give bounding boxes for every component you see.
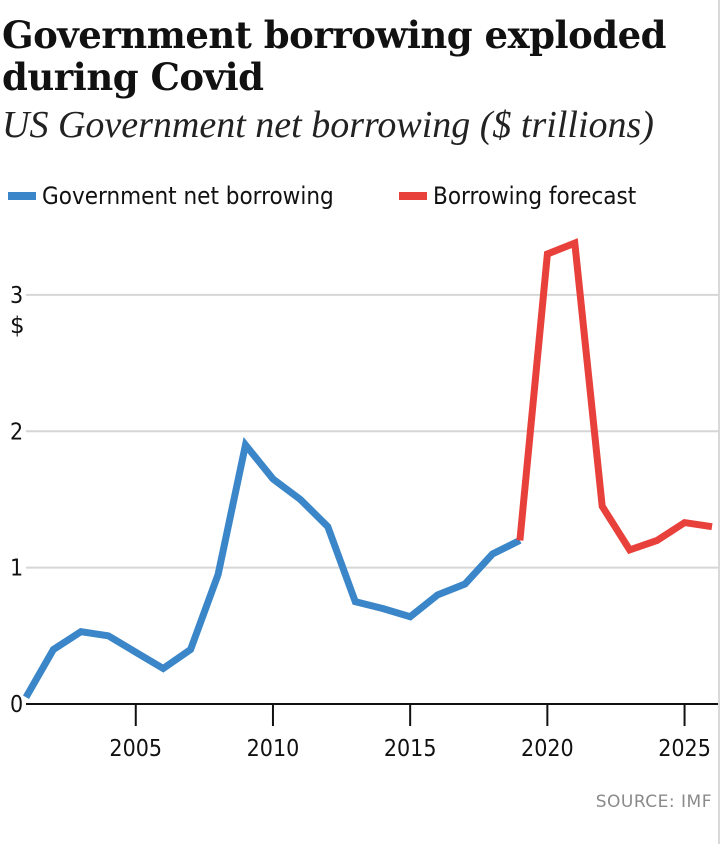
right-border xyxy=(718,0,720,844)
series-line-forecast xyxy=(516,238,713,555)
y-tick-label-1: 1 xyxy=(10,556,23,582)
legend-item-forecast: Borrowing forecast xyxy=(399,180,636,212)
source-note: SOURCE: IMF xyxy=(595,792,712,812)
y-tick-label-0: 0 xyxy=(10,692,23,718)
x-tick-label-2015: 2015 xyxy=(384,736,437,762)
chart-subtitle: US Government net borrowing ($ trillions… xyxy=(2,104,654,146)
y-tick-label-2: 2 xyxy=(10,419,23,445)
chart-title: Government borrowing exploded during Cov… xyxy=(2,13,667,99)
legend-item-borrowing: Government net borrowing xyxy=(8,180,334,212)
x-tick-label-2005: 2005 xyxy=(109,736,162,762)
y-unit-label: $ xyxy=(10,313,25,339)
y-tick-label-3: 3 xyxy=(10,283,23,309)
x-tick-label-2025: 2025 xyxy=(658,736,711,762)
legend-swatch-forecast xyxy=(399,192,427,200)
x-tick-label-2020: 2020 xyxy=(521,736,574,762)
series-line-borrowing xyxy=(22,436,522,699)
legend-label-borrowing: Government net borrowing xyxy=(42,182,334,210)
legend-label-forecast: Borrowing forecast xyxy=(433,182,637,210)
x-tick-label-2010: 2010 xyxy=(247,736,300,762)
legend-swatch-borrowing xyxy=(8,192,36,200)
